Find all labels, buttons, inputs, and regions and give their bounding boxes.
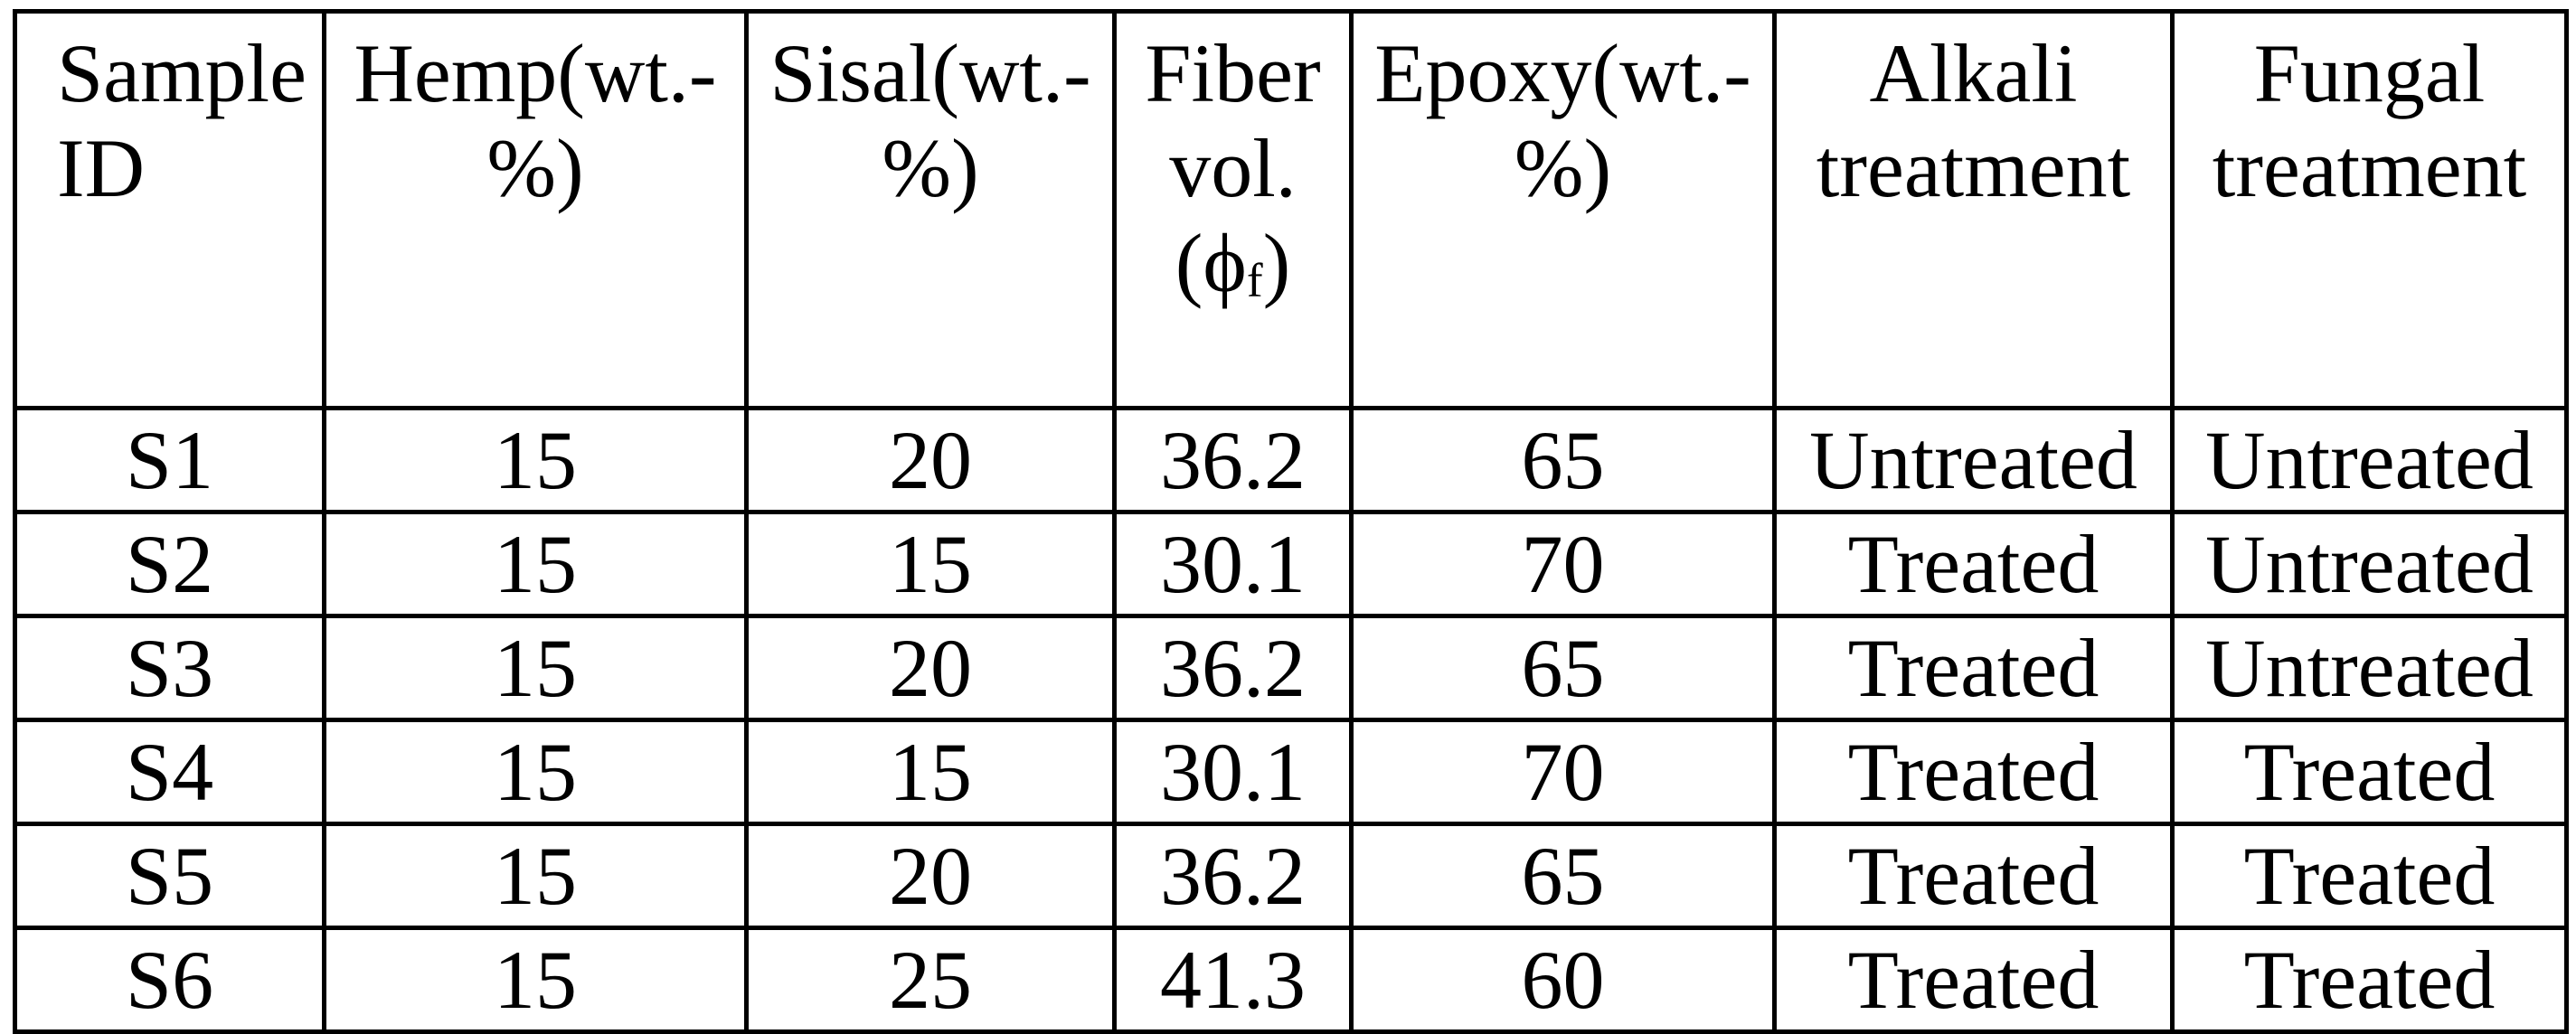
cell-fungal: Untreated: [2170, 613, 2569, 722]
cell-hemp: 15: [322, 405, 749, 514]
header-fiber-vol-label: Fiber vol.: [1145, 27, 1321, 214]
header-epoxy-wt: Epoxy(wt.- %): [1349, 9, 1777, 410]
header-sample-id: Sample ID: [13, 9, 326, 410]
cell-fungal: Treated: [2170, 717, 2569, 826]
cell-epoxy: 70: [1349, 509, 1777, 618]
table-row-s1: S1 15 20 36.2 65 Untreated Untreated: [13, 405, 2569, 514]
cell-alkali: Treated: [1772, 509, 2175, 618]
cell-sample-id: S6: [13, 925, 326, 1034]
cell-fiber-vol: 41.3: [1112, 925, 1354, 1034]
header-alkali-treatment: Alkali treatment: [1772, 9, 2175, 410]
header-row: Sample ID Hemp(wt.- %) Sisal(wt.- %) Fib…: [13, 9, 2569, 410]
header-hemp-wt: Hemp(wt.- %): [322, 9, 749, 410]
table-row-s4: S4 15 15 30.1 70 Treated Treated: [13, 717, 2569, 826]
cell-hemp: 15: [322, 821, 749, 930]
cell-epoxy: 65: [1349, 821, 1777, 930]
header-fiber-vol: Fiber vol. (ϕf): [1112, 9, 1354, 410]
table-row-s6: S6 15 25 41.3 60 Treated Treated: [13, 925, 2569, 1034]
cell-hemp: 15: [322, 613, 749, 722]
samples-composition-table: Sample ID Hemp(wt.- %) Sisal(wt.- %) Fib…: [13, 9, 2569, 1034]
cell-fiber-vol: 36.2: [1112, 821, 1354, 930]
cell-sample-id: S2: [13, 509, 326, 618]
cell-sample-id: S5: [13, 821, 326, 930]
cell-epoxy: 65: [1349, 613, 1777, 722]
cell-fungal: Untreated: [2170, 405, 2569, 514]
cell-fiber-vol: 30.1: [1112, 717, 1354, 826]
header-fungal-treatment: Fungal treatment: [2170, 9, 2569, 410]
cell-sample-id: S3: [13, 613, 326, 722]
cell-alkali: Untreated: [1772, 405, 2175, 514]
cell-epoxy: 60: [1349, 925, 1777, 1034]
phi-subscript-f: f: [1246, 252, 1263, 307]
cell-epoxy: 70: [1349, 717, 1777, 826]
cell-sample-id: S4: [13, 717, 326, 826]
cell-epoxy: 65: [1349, 405, 1777, 514]
cell-hemp: 15: [322, 509, 749, 618]
cell-sisal: 20: [744, 613, 1117, 722]
cell-sisal: 15: [744, 509, 1117, 618]
table-row-s3: S3 15 20 36.2 65 Treated Untreated: [13, 613, 2569, 722]
open-paren: (: [1175, 216, 1203, 309]
cell-sisal: 15: [744, 717, 1117, 826]
cell-sisal: 25: [744, 925, 1117, 1034]
cell-fungal: Untreated: [2170, 509, 2569, 618]
cell-hemp: 15: [322, 717, 749, 826]
close-paren: ): [1262, 216, 1291, 309]
table-row-s5: S5 15 20 36.2 65 Treated Treated: [13, 821, 2569, 930]
header-sisal-wt: Sisal(wt.- %): [744, 9, 1117, 410]
fiber-volume-symbol: (ϕf): [1122, 216, 1344, 311]
cell-fungal: Treated: [2170, 821, 2569, 930]
cell-alkali: Treated: [1772, 925, 2175, 1034]
cell-alkali: Treated: [1772, 821, 2175, 930]
cell-sisal: 20: [744, 821, 1117, 930]
table-row-s2: S2 15 15 30.1 70 Treated Untreated: [13, 509, 2569, 618]
phi-symbol: ϕ: [1203, 216, 1247, 309]
cell-hemp: 15: [322, 925, 749, 1034]
cell-fiber-vol: 36.2: [1112, 405, 1354, 514]
cell-sample-id: S1: [13, 405, 326, 514]
cell-alkali: Treated: [1772, 613, 2175, 722]
cell-sisal: 20: [744, 405, 1117, 514]
cell-fiber-vol: 30.1: [1112, 509, 1354, 618]
cell-fiber-vol: 36.2: [1112, 613, 1354, 722]
cell-fungal: Treated: [2170, 925, 2569, 1034]
cell-alkali: Treated: [1772, 717, 2175, 826]
